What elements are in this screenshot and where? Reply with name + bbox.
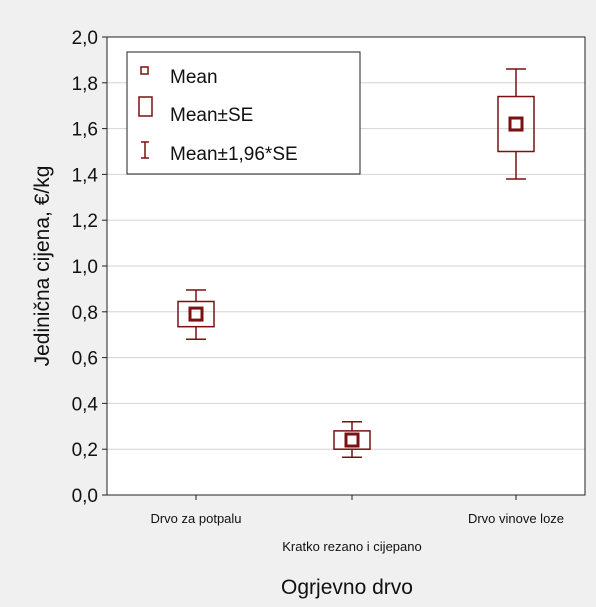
se-box <box>333 430 371 450</box>
y-axis-title: Jedinična cijena, €/kg <box>31 166 54 367</box>
y-tick-label: 0,0 <box>72 486 98 507</box>
se-box <box>177 300 215 328</box>
box-group <box>497 68 535 180</box>
mean-marker <box>508 116 524 132</box>
legend-mean-label: Mean <box>170 67 218 88</box>
y-tick-label: 0,2 <box>72 440 98 461</box>
y-tick-label: 0,6 <box>72 349 98 370</box>
x-tick-label: Drvo za potpalu <box>150 511 241 526</box>
y-tick-label: 1,4 <box>72 165 99 186</box>
legend-se-icon <box>138 96 153 117</box>
x-tick-label: Kratko rezano i cijepano <box>282 539 421 554</box>
legend-mean-icon <box>140 66 149 75</box>
y-tick-label: 0,4 <box>72 394 99 415</box>
x-axis-title: Ogrjevno drvo <box>281 576 413 599</box>
legend-whisker-label: Mean±1,96*SE <box>170 144 298 165</box>
y-tick-label: 1,2 <box>72 211 98 232</box>
legend-box <box>126 51 361 175</box>
x-axis-ticks: Drvo za potpalu Kratko rezano i cijepano D… <box>150 495 564 554</box>
box-group <box>177 289 215 341</box>
x-tick-label: Drvo vinove loze <box>468 511 564 526</box>
se-box <box>497 95 535 153</box>
box-series <box>177 68 535 458</box>
box-group <box>333 420 371 458</box>
legend-se-label: Mean±SE <box>170 105 253 126</box>
y-tick-label: 1,6 <box>72 120 98 141</box>
mean-marker <box>344 432 360 448</box>
y-tick-label: 1,0 <box>72 257 98 278</box>
legend-whisker-icon <box>141 141 149 159</box>
y-axis-ticks: 0,0 0,2 0,4 0,6 0,8 1,0 1,2 1,4 1,6 1,8 2,0 <box>72 28 107 507</box>
legend: Mean Mean±SE Mean±1,96*SE <box>126 51 361 175</box>
y-tick-label: 0,8 <box>72 303 98 324</box>
mean-marker <box>188 306 204 322</box>
y-tick-label: 1,8 <box>72 74 98 95</box>
y-tick-label: 2,0 <box>72 28 98 49</box>
